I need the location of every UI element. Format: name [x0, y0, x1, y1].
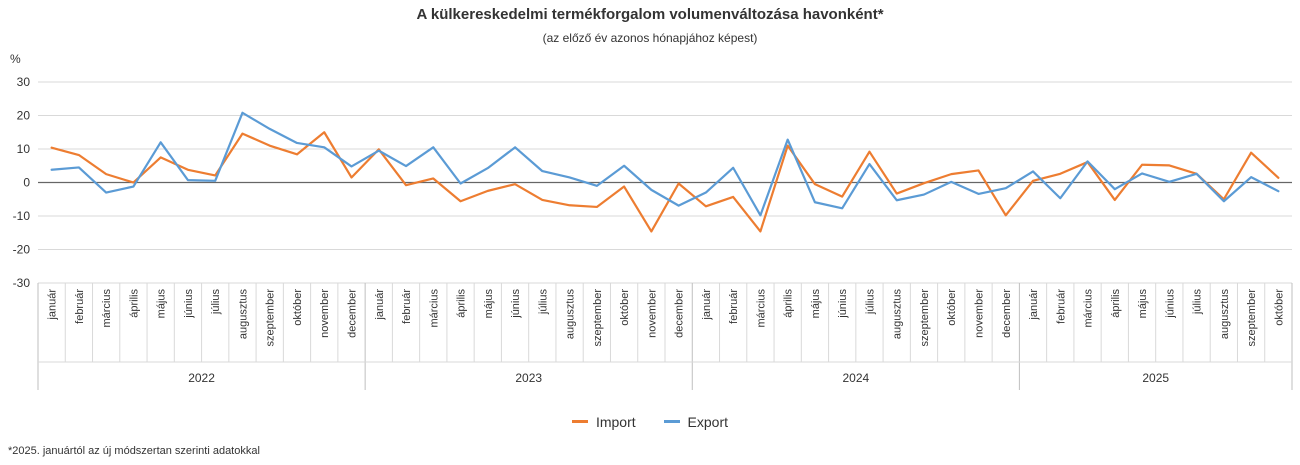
x-tick-label: március — [101, 289, 113, 328]
x-tick-label: január — [47, 289, 59, 321]
legend-swatch-export — [663, 420, 680, 423]
x-tick-label: június — [1164, 289, 1176, 319]
x-tick-label: augusztus — [1219, 289, 1231, 340]
chart-title: A külkereskedelmi termékforgalom volumen… — [416, 6, 884, 23]
year-label: 2024 — [842, 371, 869, 385]
x-tick-label: április — [783, 289, 795, 318]
x-tick-label: március — [1083, 289, 1095, 328]
legend-item-import[interactable]: Import — [571, 413, 636, 430]
y-axis-unit: % — [10, 52, 21, 66]
x-tick-label: április — [1110, 289, 1122, 318]
year-label: 2025 — [1142, 371, 1169, 385]
x-tick-label: február — [1055, 289, 1067, 324]
x-tick-label: július — [864, 289, 876, 316]
x-tick-label: augusztus — [892, 289, 904, 340]
x-tick-label: december — [674, 289, 686, 338]
x-tick-label: július — [1192, 289, 1204, 316]
y-tick-label: 0 — [23, 176, 30, 190]
x-tick-label: május — [156, 289, 168, 319]
x-tick-label: május — [1137, 289, 1149, 319]
legend-swatch-import — [571, 420, 588, 423]
x-tick-label: május — [483, 289, 495, 319]
y-tick-label: -30 — [13, 276, 31, 290]
legend-label-import: Import — [595, 413, 636, 430]
x-tick-label: október — [619, 289, 631, 326]
x-tick-label: december — [1001, 289, 1013, 338]
x-tick-label: március — [428, 289, 440, 328]
year-label: 2022 — [188, 371, 215, 385]
x-tick-label: október — [946, 289, 958, 326]
x-tick-label: június — [183, 289, 195, 319]
y-tick-label: 10 — [17, 142, 31, 156]
x-tick-label: június — [510, 289, 522, 319]
x-tick-label: november — [319, 289, 331, 338]
x-tick-label: március — [755, 289, 767, 328]
x-tick-label: január — [374, 289, 386, 321]
x-tick-label: szeptember — [265, 289, 277, 347]
legend-item-export[interactable]: Export — [663, 413, 729, 430]
footnote: *2025. januártól az új módszertan szerin… — [8, 445, 260, 457]
legend-label-export: Export — [687, 413, 729, 430]
x-tick-label: február — [401, 289, 413, 324]
y-tick-label: 20 — [17, 109, 31, 123]
y-tick-label: -20 — [13, 243, 31, 257]
x-tick-label: szeptember — [1246, 289, 1258, 347]
series-line-import — [50, 131, 1280, 233]
y-tick-label: -10 — [13, 209, 31, 223]
year-label: 2023 — [515, 371, 542, 385]
x-tick-label: augusztus — [565, 289, 577, 340]
x-tick-label: december — [347, 289, 359, 338]
x-tick-label: július — [210, 289, 222, 316]
line-chart: % 30 20 10 0 -10 -20 -30 január február március ápr… — [10, 52, 1293, 390]
x-tick-label: november — [974, 289, 986, 338]
x-tick-label: július — [537, 289, 549, 316]
x-tick-label: január — [1028, 289, 1040, 321]
x-tick-label: június — [837, 289, 849, 319]
x-tick-label: október — [292, 289, 304, 326]
x-tick-label: május — [810, 289, 822, 319]
x-tick-label: február — [74, 289, 86, 324]
x-tick-label: augusztus — [237, 289, 249, 340]
x-tick-label: február — [728, 289, 740, 324]
x-tick-label: január — [701, 289, 713, 321]
x-tick-label: november — [646, 289, 658, 338]
legend: Import Export — [0, 410, 1300, 430]
chart-subtitle: (az előző év azonos hónapjához képest) — [542, 31, 758, 45]
x-tick-label: április — [128, 289, 140, 318]
x-tick-label: április — [456, 289, 468, 318]
series-line-export — [50, 111, 1280, 217]
x-tick-label: szeptember — [919, 289, 931, 347]
x-tick-label: október — [1273, 289, 1285, 326]
x-tick-label: szeptember — [592, 289, 604, 347]
y-tick-label: 30 — [17, 75, 31, 89]
